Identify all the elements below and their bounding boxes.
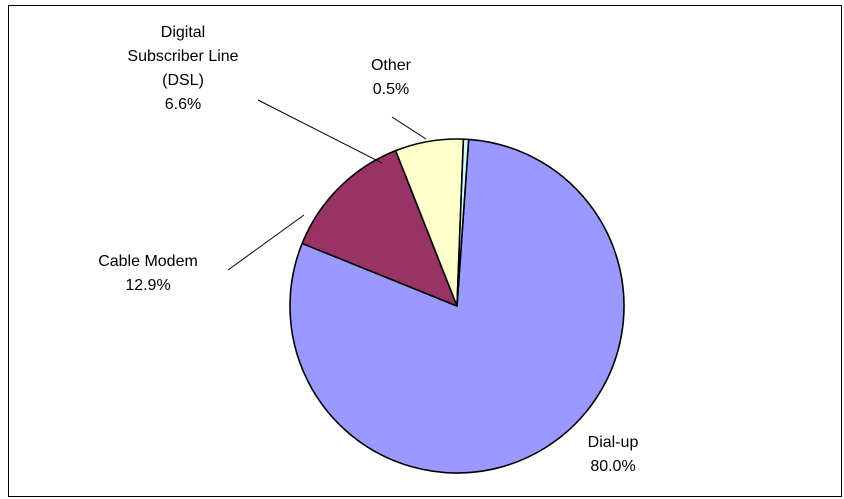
data-label-percent: 12.9%	[125, 277, 170, 294]
data-label-category: (DSL)	[162, 72, 204, 89]
pie-slice-other	[456, 138, 470, 307]
data-label-percent: 80.0%	[590, 458, 635, 475]
data-label: Other 0.5%	[371, 57, 412, 98]
slice-labels: Dial-up 80.0% Cable Modem 12.9% Digital Subsc…	[98, 24, 638, 475]
leader-line	[227, 214, 305, 271]
data-label-category: Dial-up	[588, 434, 639, 451]
leader-lines	[227, 99, 427, 271]
pie-slice-cable-modem	[301, 149, 458, 307]
data-label: Digital Subscriber Line (DSL) 6.6%	[127, 24, 238, 113]
data-label-category: Cable Modem	[98, 253, 198, 270]
data-label: Cable Modem 12.9%	[98, 253, 198, 294]
data-label: Dial-up 80.0%	[588, 434, 639, 475]
data-label-category: Other	[371, 57, 412, 74]
leader-line	[257, 99, 383, 164]
data-label-category: Subscriber Line	[127, 48, 238, 65]
data-label-percent: 0.5%	[373, 81, 409, 98]
data-label-category: Digital	[161, 24, 205, 41]
data-label-percent: 6.6%	[165, 96, 201, 113]
leader-line	[391, 116, 427, 140]
pie-slices	[289, 138, 625, 474]
